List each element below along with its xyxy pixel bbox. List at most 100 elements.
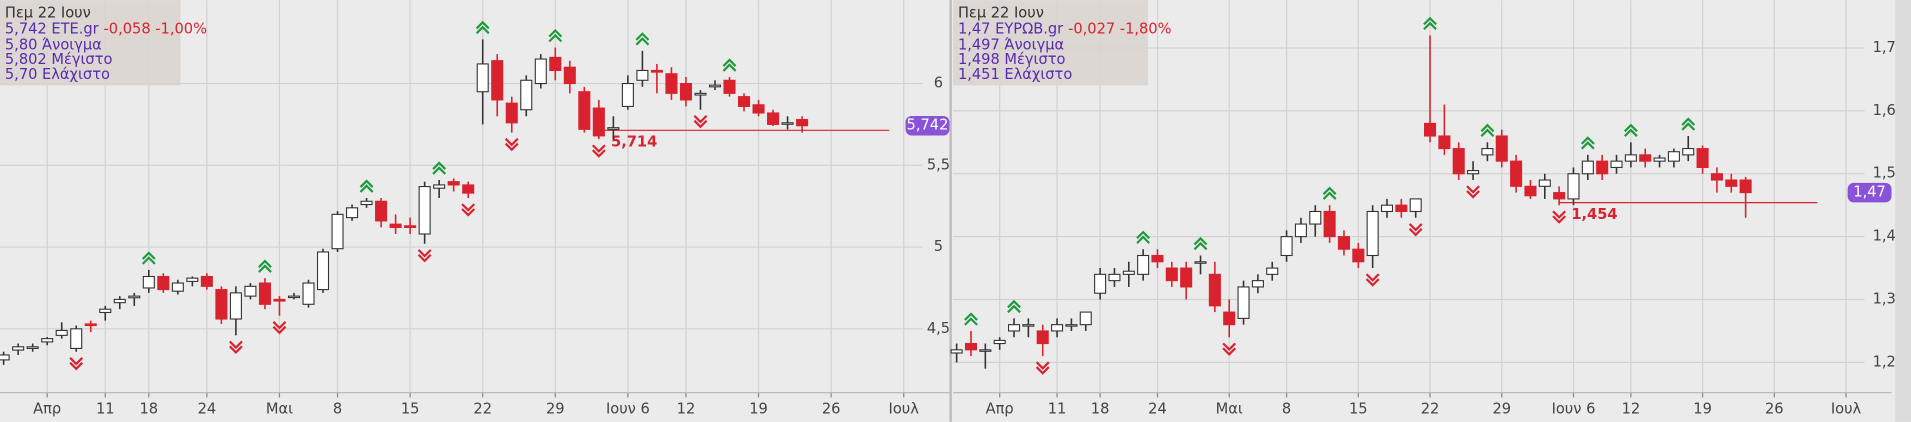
candle-body: [796, 118, 809, 127]
candle-body: [1452, 148, 1465, 175]
candle-body: [1524, 185, 1537, 197]
candle-body: [462, 184, 475, 194]
candle-body: [244, 285, 257, 297]
candle-body: [258, 282, 271, 305]
candle-body: [171, 282, 184, 292]
candle-body: [1094, 273, 1107, 294]
candle-body: [1538, 179, 1551, 187]
candle-body: [1208, 273, 1221, 307]
candle-body: [1467, 170, 1480, 175]
info-date: Πεμ 22 Ιουν: [958, 5, 1044, 22]
support-label: 5,714: [611, 134, 657, 151]
info-box: [0, 0, 181, 86]
candle-body: [549, 56, 562, 72]
x-tick-label: 29: [1492, 401, 1511, 418]
candle-body: [1194, 261, 1207, 264]
candle-body: [950, 349, 963, 354]
signal-down: [1552, 210, 1567, 224]
signal-down: [591, 144, 606, 158]
candle-body: [694, 92, 707, 96]
signal-up: [1322, 186, 1337, 200]
candle-body: [1022, 324, 1035, 327]
candle-body: [520, 79, 533, 111]
candle-body: [1079, 311, 1092, 326]
signal-up: [359, 179, 374, 193]
x-tick-label: 19: [1693, 401, 1712, 418]
candle-body: [1108, 273, 1121, 282]
support-label: 1,454: [1571, 206, 1617, 223]
candle-body: [1481, 148, 1494, 156]
candle-body: [70, 328, 83, 349]
candle-body: [1007, 324, 1021, 332]
candle-body: [1653, 157, 1666, 162]
candle-body: [404, 225, 417, 228]
candle-body: [1424, 122, 1437, 137]
candle-body: [1266, 267, 1279, 275]
y-tick-label: 5,5: [927, 156, 950, 173]
candle-body: [375, 200, 388, 222]
x-tick-label: 29: [546, 401, 565, 418]
x-tick-label: 15: [401, 401, 420, 418]
candle-body: [563, 66, 576, 85]
x-tick-label: 11: [96, 401, 115, 418]
signal-up: [432, 161, 447, 175]
change: -0,027 -1,80%: [1068, 20, 1172, 37]
scroll-strip: [1895, 0, 1911, 422]
signal-up: [635, 32, 650, 46]
signal-up: [1580, 136, 1595, 150]
info-line: 1,497 Άνοιγμα: [958, 36, 1064, 53]
signal-up: [548, 28, 563, 43]
y-tick-label: 5: [934, 238, 943, 255]
candle-body: [621, 83, 634, 107]
x-tick-label: 22: [1421, 401, 1440, 418]
y-tick-label: 1,3: [1873, 291, 1896, 308]
x-tick-label: Μαι: [266, 401, 293, 418]
candle-body: [592, 107, 605, 137]
x-tick-label: 26: [822, 401, 841, 418]
candle-body: [476, 63, 489, 93]
candle-body: [302, 282, 315, 305]
change: -0,058 -1,00%: [104, 20, 208, 37]
candle-body: [708, 84, 722, 88]
x-tick-label: Απρ: [33, 401, 61, 418]
x-tick-label: 12: [677, 401, 696, 418]
y-tick-label: 1,7: [1873, 39, 1896, 56]
info-quote: 5,742 ETE.gr -0,058 -1,00%: [5, 20, 207, 37]
signal-up: [1007, 299, 1021, 314]
x-tick-label: 12: [1622, 401, 1641, 418]
signal-up: [475, 20, 490, 35]
info-box: [953, 0, 1149, 86]
y-tick-label: 1,4: [1873, 228, 1896, 245]
candle-body: [1639, 154, 1652, 162]
candle-body: [360, 200, 373, 206]
y-tick-label: 4,5: [927, 320, 950, 337]
y-tick-label: 1,5: [1873, 165, 1896, 182]
candle-body: [1696, 148, 1709, 168]
signal-down: [229, 340, 243, 354]
candle-body: [1165, 267, 1178, 282]
x-tick-label: 11: [1048, 401, 1067, 418]
x-tick-label: 24: [1148, 401, 1167, 418]
candle-body: [534, 58, 547, 85]
candle-body: [1151, 254, 1164, 263]
candle-body: [84, 323, 97, 327]
x-tick-label: 8: [1282, 401, 1291, 418]
candle-body: [578, 91, 591, 130]
candle-body: [1710, 173, 1723, 181]
candle-body: [1223, 311, 1236, 326]
candle-body: [607, 127, 620, 130]
signal-down: [1222, 342, 1237, 356]
x-tick-label: 15: [1349, 401, 1368, 418]
candle-body: [1510, 160, 1523, 187]
x-tick-label: Ιουλ: [889, 401, 920, 418]
candle-body: [1280, 236, 1293, 257]
candle-body: [215, 289, 228, 320]
candle-body: [1567, 173, 1580, 200]
candle-body: [1380, 204, 1394, 213]
candle-body: [433, 184, 446, 189]
signal-up: [722, 58, 737, 72]
signal-up: [1681, 117, 1696, 131]
candle-body: [200, 275, 213, 287]
candle-body: [1137, 254, 1150, 275]
candle-body: [1610, 160, 1623, 168]
